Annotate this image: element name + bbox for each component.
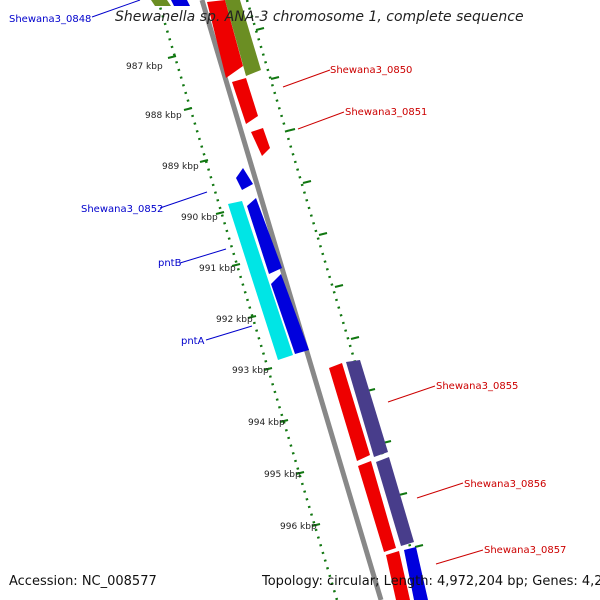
gene-labels: Shewana3_0848 Shewana3_0850 Shewana3_085… [9, 14, 566, 556]
gene-features [151, 0, 428, 600]
accession-text: Accession: NC_008577 [9, 574, 157, 589]
gene-feature-0856[interactable] [358, 461, 396, 552]
kbp-label: 987 kbp [126, 62, 163, 72]
gene-label-pntb[interactable]: pntB [158, 258, 182, 269]
gene-feature-pntA[interactable] [271, 274, 309, 354]
gene-feature-olive[interactable] [225, 0, 261, 76]
gene-label-shewana3-0852[interactable]: Shewana3_0852 [81, 204, 163, 215]
gene-label-shewana3-0856[interactable]: Shewana3_0856 [464, 479, 546, 490]
kbp-label: 993 kbp [232, 366, 269, 376]
gene-feature-0852[interactable] [236, 168, 253, 190]
kbp-labels: 987 kbp 988 kbp 989 kbp 990 kbp 991 kbp … [126, 62, 317, 532]
gene-label-shewana3-0850[interactable]: Shewana3_0850 [330, 65, 412, 76]
kbp-label: 992 kbp [216, 315, 253, 325]
gene-label-shewana3-0851[interactable]: Shewana3_0851 [345, 107, 427, 118]
gene-feature-pntB[interactable] [247, 198, 282, 274]
gene-feature-0857[interactable] [386, 551, 410, 600]
inner-tick-track [156, 0, 339, 600]
gene-feature-pntB-pntA[interactable] [228, 201, 293, 360]
label-leader-lines [91, 0, 484, 565]
map-title: Shewanella sp. ANA-3 chromosome 1, compl… [115, 9, 524, 25]
gene-feature-0855b[interactable] [346, 360, 388, 457]
kbp-label: 991 kbp [199, 264, 236, 274]
kbp-label: 988 kbp [145, 111, 182, 121]
gene-feature-blue-top[interactable] [171, 0, 190, 6]
kbp-label: 996 kbp [280, 522, 317, 532]
kbp-label: 995 kbp [264, 470, 301, 480]
gene-feature-0851[interactable] [232, 78, 258, 124]
kbp-label: 994 kbp [248, 418, 285, 428]
gene-feature-0850[interactable] [207, 0, 243, 78]
gene-label-shewana3-0855[interactable]: Shewana3_0855 [436, 381, 518, 392]
genome-backbone [199, 0, 384, 600]
gene-feature-0856b[interactable] [376, 457, 414, 546]
kbp-label: 990 kbp [181, 213, 218, 223]
genome-summary-text: Topology: circular; Length: 4,972,204 bp… [262, 574, 600, 589]
gene-label-shewana3-0857[interactable]: Shewana3_0857 [484, 545, 566, 556]
gene-label-shewana3-0848[interactable]: Shewana3_0848 [9, 14, 91, 25]
gene-feature-olive-top[interactable] [151, 0, 171, 6]
kbp-label: 989 kbp [162, 162, 199, 172]
gene-feature-0855[interactable] [329, 363, 370, 461]
gene-label-pnta[interactable]: pntA [181, 336, 205, 347]
inner-ruler-ticks [167, 55, 321, 527]
gene-feature-0851b[interactable] [251, 128, 270, 156]
gene-feature-0857b[interactable] [404, 547, 428, 600]
